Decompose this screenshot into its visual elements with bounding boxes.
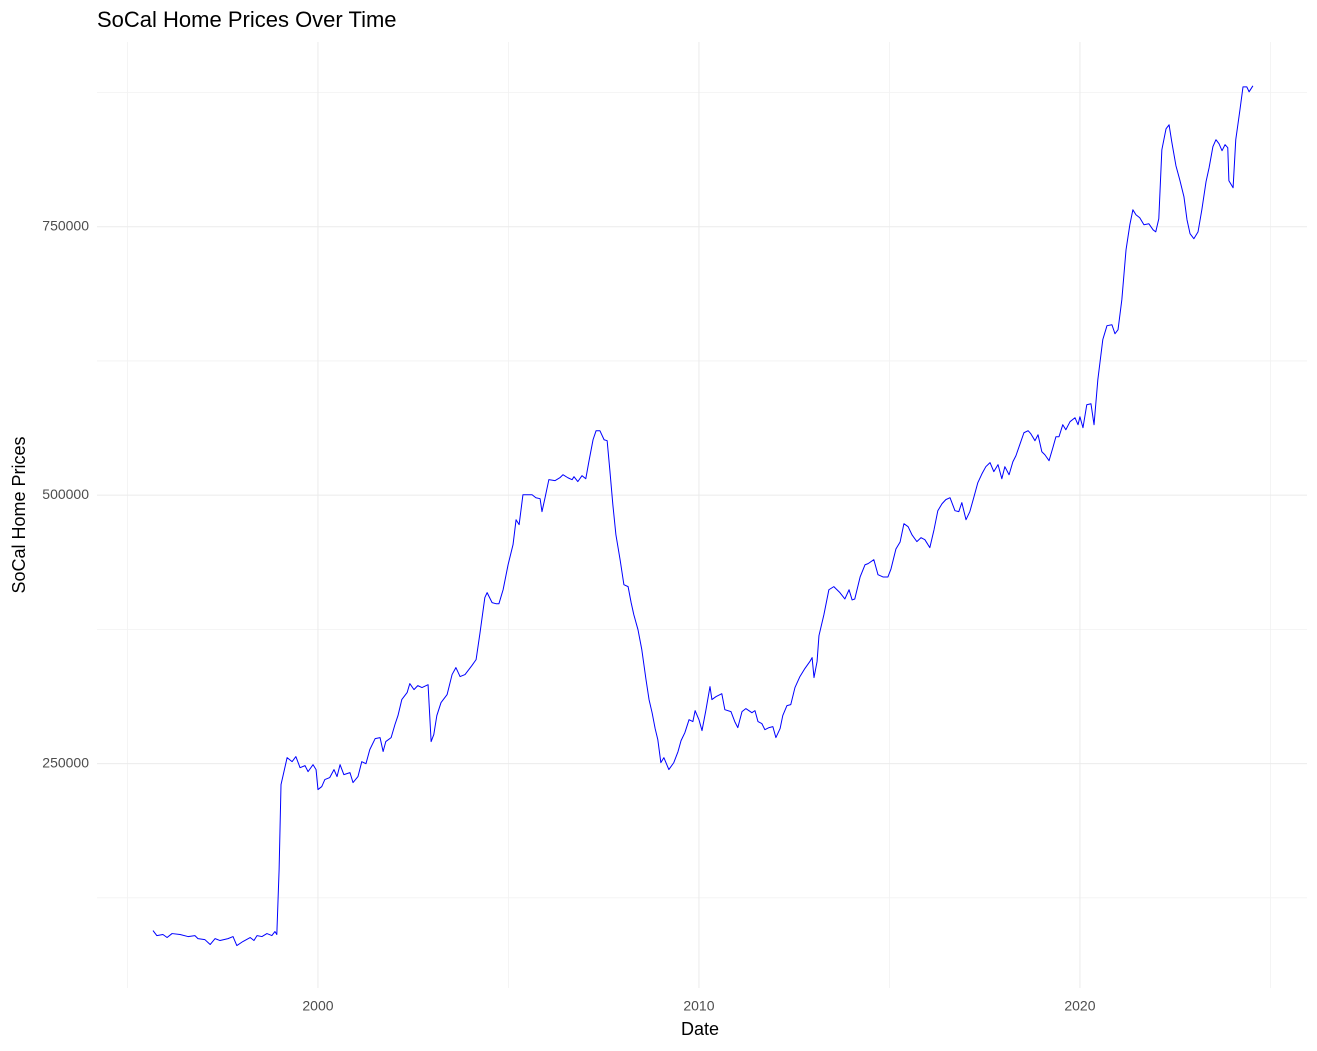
x-tick-label: 2010 <box>683 998 714 1014</box>
x-tick-label: 2020 <box>1064 998 1095 1014</box>
y-axis-label: SoCal Home Prices <box>9 436 29 593</box>
y-tick-label: 750000 <box>42 217 89 233</box>
y-tick-label: 500000 <box>42 486 89 502</box>
chart-title: SoCal Home Prices Over Time <box>97 7 397 32</box>
y-tick-label: 250000 <box>42 754 89 770</box>
price-line <box>152 85 1254 947</box>
x-axis-label: Date <box>681 1019 719 1039</box>
x-tick-label: 2000 <box>302 998 333 1014</box>
